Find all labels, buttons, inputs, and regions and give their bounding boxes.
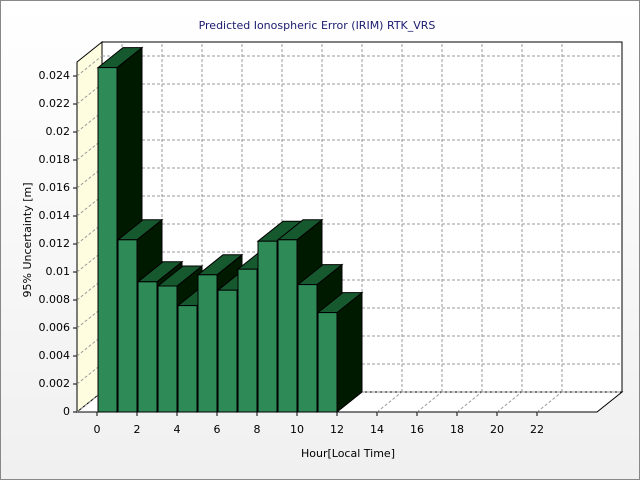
x-tick-label: 18 [450,423,464,436]
bar [197,274,218,413]
x-tick-label: 22 [530,423,544,436]
bar [97,67,118,413]
y-tick-label: 0.01 [46,265,71,278]
grid-line [416,391,443,413]
grid-line [376,391,403,413]
bar [257,240,278,413]
bar [177,305,198,413]
y-tick-label: 0.016 [39,181,71,194]
x-tick-label: 0 [94,423,101,436]
bar [277,239,298,413]
bar [317,312,338,413]
grid-line [496,391,523,413]
y-tick-label: 0.014 [39,209,71,222]
y-tick-label: 0.002 [39,377,71,390]
x-tick-label: 12 [330,423,344,436]
y-tick-label: 0.018 [39,153,71,166]
x-tick-label: 10 [290,423,304,436]
bar [297,284,318,413]
x-tick-label: 4 [174,423,181,436]
x-tick-label: 20 [490,423,504,436]
chart-title: Predicted Ionospheric Error (IRIM) RTK_V… [199,19,436,32]
y-tick-label: 0.008 [39,293,71,306]
x-tick-label: 16 [410,423,424,436]
y-tick-label: 0.012 [39,237,71,250]
bar [237,268,258,413]
bar [117,239,138,413]
grid-line [76,55,103,77]
x-tick-label: 2 [134,423,141,436]
x-tick-label: 8 [254,423,261,436]
bar [217,289,238,413]
bar [137,281,158,413]
x-tick-label: 6 [214,423,221,436]
y-tick-label: 0.006 [39,321,71,334]
y-tick-label: 0.004 [39,349,71,362]
y-tick-label: 0 [63,405,70,418]
y-tick-label: 0.022 [39,97,71,110]
y-tick-label: 0.02 [46,125,71,138]
x-axis-label: Hour[Local Time] [301,447,395,460]
bar [157,285,178,413]
y-axis-label: 95% Uncertainty [m] [21,182,34,297]
grid-line [536,391,563,413]
bar-side [336,291,363,414]
x-tick-label: 14 [370,423,384,436]
grid-line [456,391,483,413]
y-tick-label: 0.024 [39,69,71,82]
